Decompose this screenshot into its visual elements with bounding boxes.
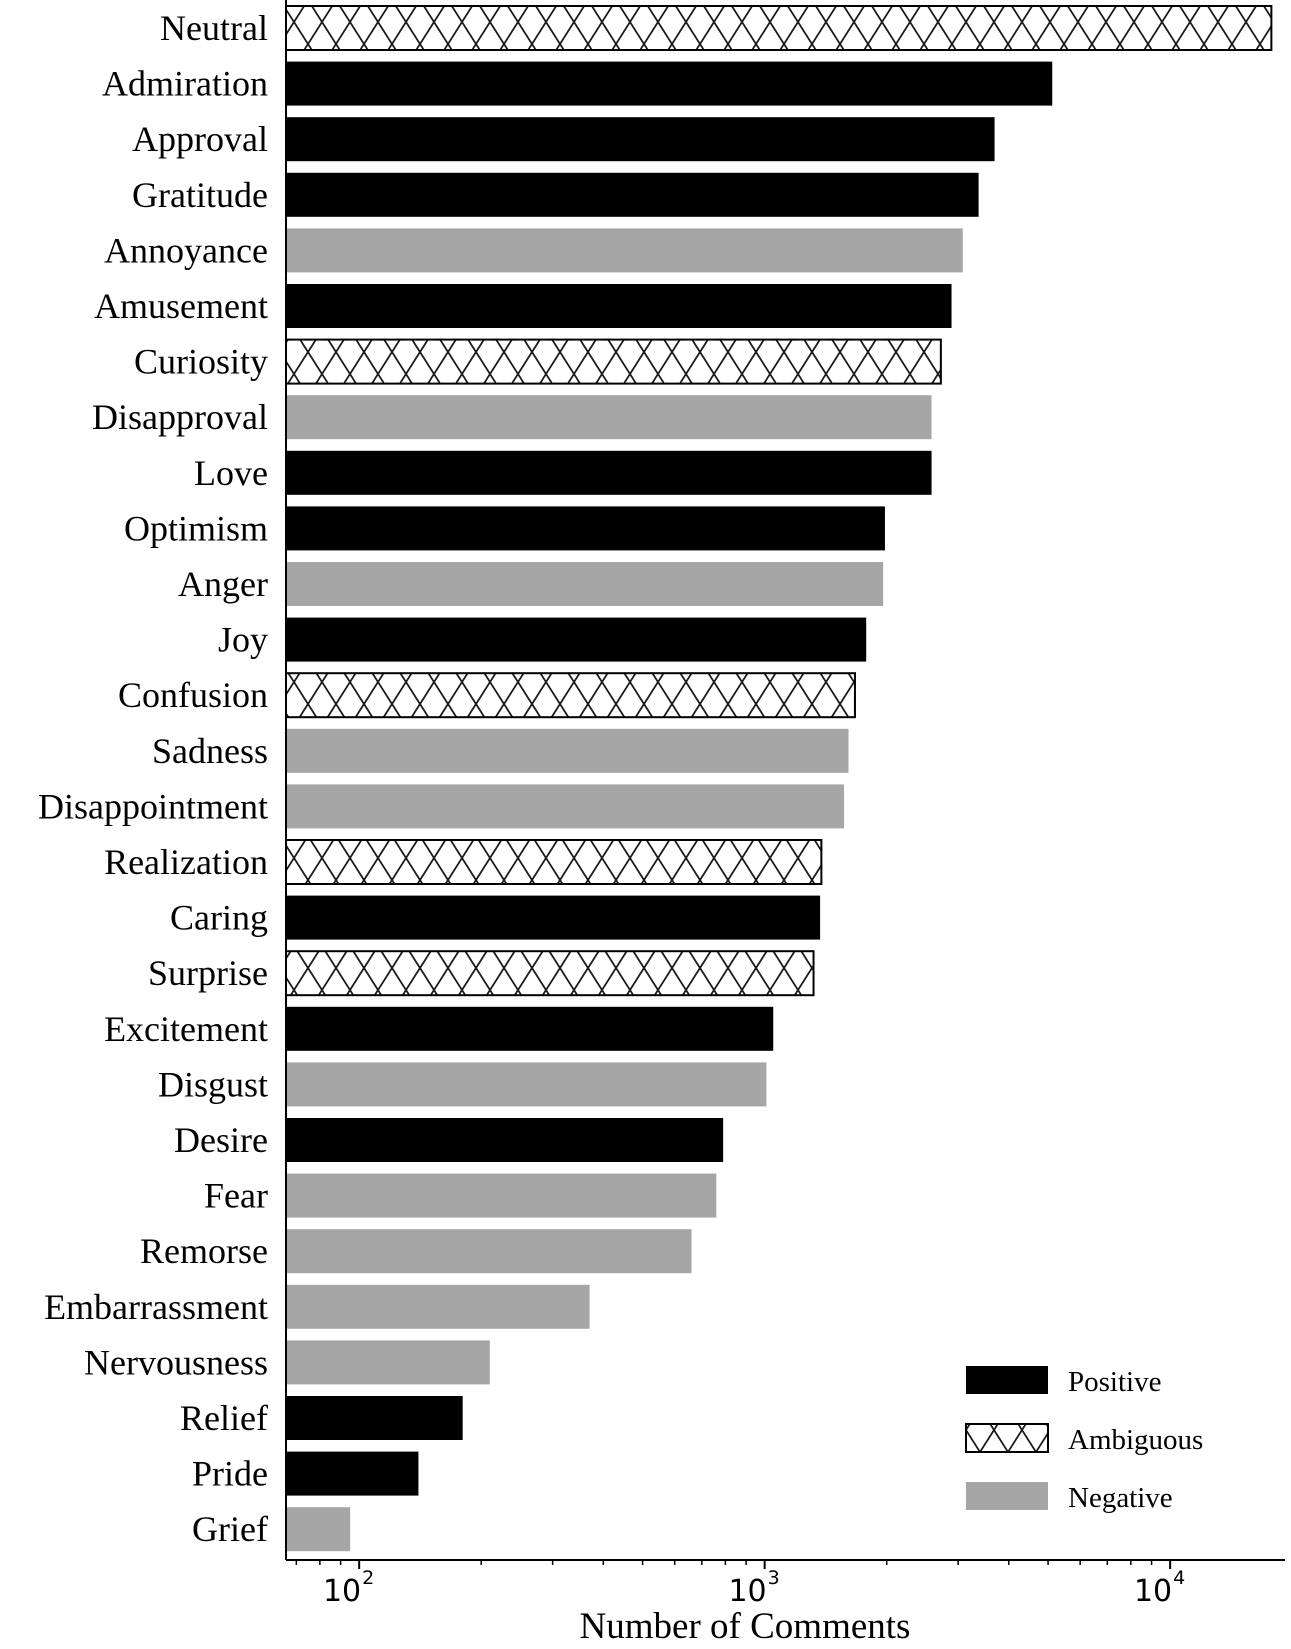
bar-grief: [286, 1507, 351, 1552]
x-tick-exponent: 2: [362, 1567, 374, 1589]
category-label: Nervousness: [84, 1342, 268, 1382]
category-label: Pride: [192, 1454, 268, 1494]
category-label: Excitement: [104, 1009, 268, 1049]
x-tick-label: 10: [323, 1574, 361, 1609]
bar-curiosity: [285, 338, 942, 385]
category-label: Neutral: [160, 8, 268, 48]
category-label: Joy: [218, 620, 268, 660]
category-label: Gratitude: [132, 175, 268, 215]
category-label: Approval: [132, 119, 268, 159]
bar-amusement: [286, 284, 952, 328]
legend-label: Positive: [1068, 1366, 1161, 1398]
category-label: Embarrassment: [44, 1287, 268, 1327]
bar-nervousness: [286, 1340, 490, 1385]
category-label: Anger: [178, 564, 268, 604]
legend-label: Negative: [1068, 1482, 1173, 1514]
x-tick-label: 10: [728, 1574, 766, 1609]
axes: [285, 0, 1285, 1561]
bar-relief: [286, 1396, 463, 1440]
x-tick-exponent: 3: [768, 1567, 780, 1589]
bar-embarrassment: [286, 1284, 590, 1329]
bar-admiration: [286, 61, 1053, 106]
x-tick-exponent: 4: [1173, 1567, 1185, 1589]
bar-disapproval: [286, 395, 932, 440]
category-label: Disappointment: [38, 786, 268, 826]
bar-realization: [285, 839, 823, 885]
legend-swatch-negative: [966, 1482, 1048, 1510]
bar-gratitude: [286, 172, 979, 217]
bar-pride: [286, 1451, 419, 1496]
category-label: Grief: [192, 1509, 268, 1549]
bar-sadness: [286, 728, 849, 773]
bar-desire: [286, 1118, 724, 1162]
bar-love: [286, 450, 932, 495]
legend: Positive Ambiguous Negative: [965, 1366, 1203, 1514]
x-axis-title: Number of Comments: [580, 1606, 911, 1647]
bar-caring: [286, 895, 821, 940]
category-label: Fear: [204, 1176, 268, 1216]
bar-remorse: [286, 1229, 692, 1274]
category-label: Curiosity: [134, 342, 268, 382]
category-label: Desire: [174, 1120, 268, 1160]
bar-disgust: [286, 1062, 767, 1107]
bar-anger: [286, 562, 884, 606]
bars: [285, 5, 1273, 1552]
legend-swatch-ambiguous: [965, 1423, 1049, 1453]
category-label: Confusion: [118, 675, 268, 715]
bar-joy: [286, 617, 867, 662]
bar-disappointment: [286, 784, 845, 829]
category-label: Annoyance: [104, 230, 268, 270]
category-label: Relief: [180, 1398, 268, 1438]
legend-swatch-positive: [966, 1366, 1048, 1394]
category-label: Sadness: [152, 731, 268, 771]
category-label: Optimism: [124, 508, 268, 548]
category-label: Surprise: [148, 953, 268, 993]
category-label: Realization: [104, 842, 268, 882]
category-label: Disgust: [158, 1064, 268, 1104]
bar-annoyance: [286, 228, 963, 273]
bar-optimism: [286, 506, 885, 551]
category-label: Disapproval: [92, 397, 268, 437]
bar-fear: [286, 1173, 717, 1218]
category-labels: Neutral Admiration Approval Gratitude Annoya…: [38, 8, 268, 1549]
legend-label: Ambiguous: [1068, 1424, 1203, 1456]
category-label: Love: [194, 453, 268, 493]
bar-surprise: [285, 950, 815, 997]
category-label: Remorse: [140, 1231, 268, 1271]
bar-neutral: [285, 5, 1273, 51]
bar-approval: [286, 117, 995, 162]
category-label: Admiration: [102, 64, 268, 104]
bar-confusion: [285, 672, 856, 719]
x-tick-label: 10: [1134, 1574, 1172, 1609]
x-axis-ticks: 10 2 10 3 10 4: [295, 1560, 1185, 1609]
category-label: Caring: [170, 898, 268, 938]
bar-excitement: [286, 1006, 774, 1051]
category-label: Amusement: [94, 286, 268, 326]
